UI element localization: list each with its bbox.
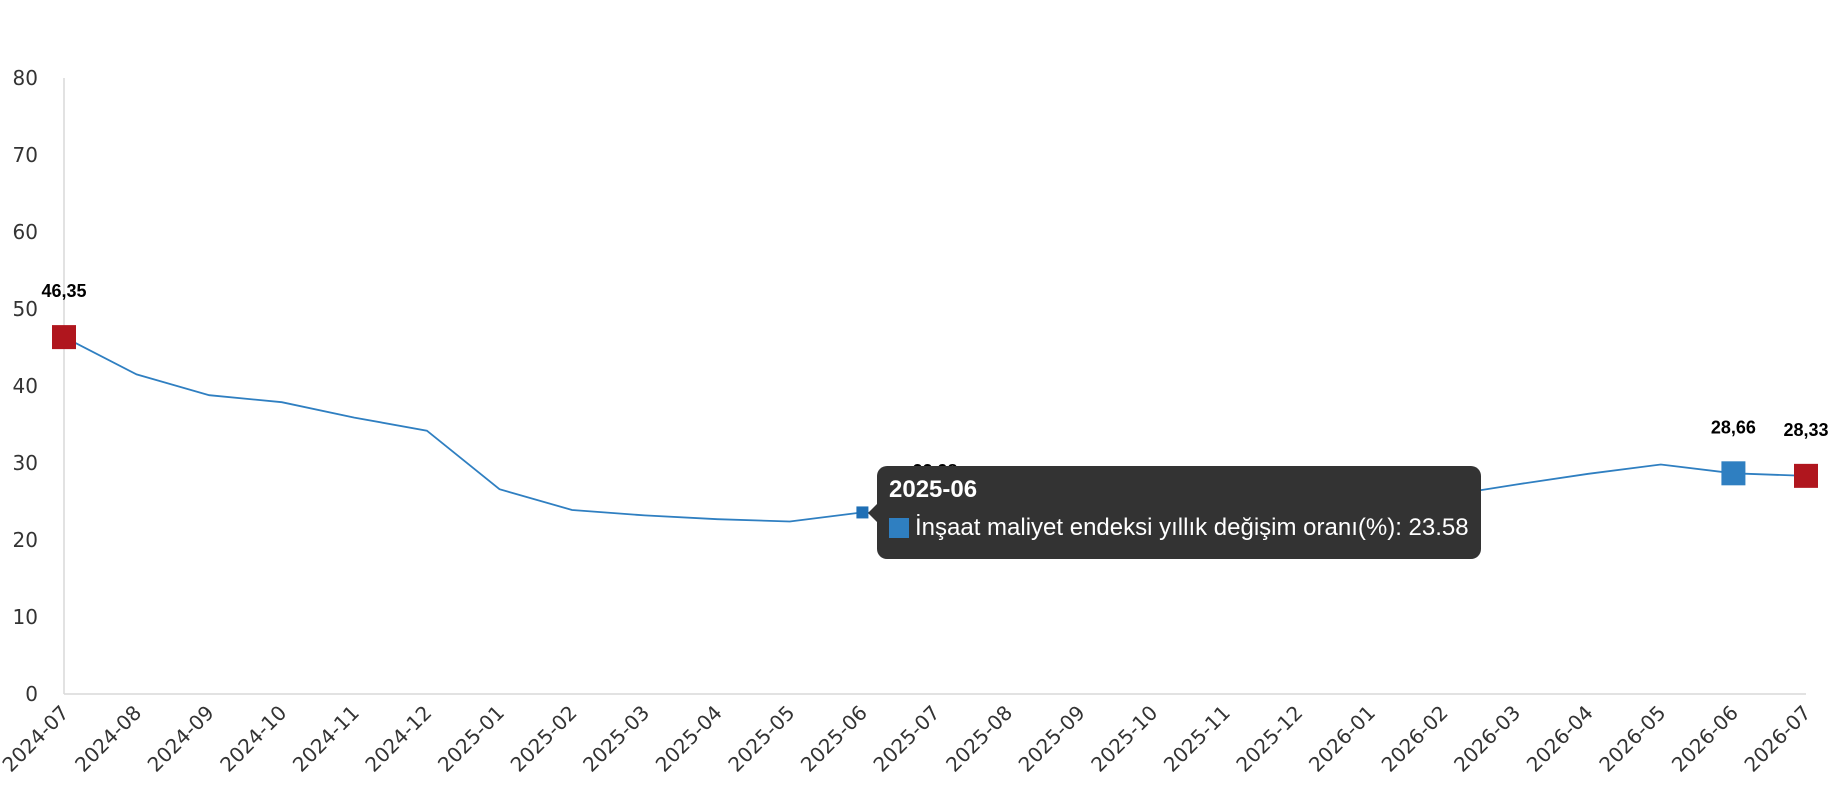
x-tick-label: 2024-07 <box>0 701 74 777</box>
x-tick-label: 2026-05 <box>1594 701 1670 777</box>
x-tick-label: 2025-07 <box>868 701 944 777</box>
x-tick-label: 2025-03 <box>578 701 654 777</box>
tooltip-row: İnşaat maliyet endeksi yıllık değişim or… <box>889 514 1469 542</box>
data-point-marker[interactable] <box>1794 463 1818 488</box>
y-tick-label: 0 <box>25 682 38 706</box>
x-tick-label: 2025-02 <box>506 701 582 777</box>
tooltip-text: İnşaat maliyet endeksi yıllık değişim or… <box>915 514 1469 541</box>
x-tick-label: 2025-06 <box>796 701 872 777</box>
x-tick-label: 2025-05 <box>723 701 799 777</box>
x-tick-label: 2025-11 <box>1159 701 1235 777</box>
data-point-label: 28,66 <box>1711 417 1756 437</box>
x-tick-label: 2025-10 <box>1086 701 1162 777</box>
x-tick-label: 2026-06 <box>1667 701 1743 777</box>
x-tick-label: 2026-03 <box>1449 701 1525 777</box>
data-point-marker[interactable] <box>1721 461 1746 486</box>
y-tick-label: 20 <box>13 528 38 552</box>
x-tick-label: 2024-11 <box>288 701 364 777</box>
y-tick-label: 70 <box>13 143 38 167</box>
data-markers[interactable] <box>52 325 1818 530</box>
x-tick-label: 2026-02 <box>1377 701 1453 777</box>
x-tick-label: 2024-09 <box>143 701 219 777</box>
x-tick-label: 2025-08 <box>941 701 1017 777</box>
data-point-label: 28,33 <box>1783 420 1828 440</box>
y-tick-label: 10 <box>13 605 38 629</box>
y-tick-label: 80 <box>13 66 38 90</box>
y-tick-label: 50 <box>13 297 38 321</box>
tooltip-series-swatch <box>889 518 909 538</box>
x-tick-label: 2025-09 <box>1014 701 1090 777</box>
data-point-label: 46,35 <box>41 281 86 301</box>
tooltip-arrow <box>868 504 877 522</box>
x-tick-label: 2024-08 <box>70 701 146 777</box>
y-axis-ticks: 0 10 20 30 40 50 60 70 80 <box>13 66 38 706</box>
chart-tooltip: 2025-06 İnşaat maliyet endeksi yıllık de… <box>868 466 1481 559</box>
y-tick-label: 60 <box>13 220 38 244</box>
x-tick-label: 2025-04 <box>651 701 727 777</box>
y-tick-label: 30 <box>13 451 38 475</box>
x-tick-label: 2024-12 <box>360 701 436 777</box>
data-point-marker[interactable] <box>856 506 869 519</box>
x-tick-label: 2024-10 <box>215 701 291 777</box>
x-axis-ticks: 2024-072024-082024-092024-102024-112024-… <box>0 701 1816 777</box>
y-tick-label: 40 <box>13 374 38 398</box>
x-tick-label: 2025-01 <box>433 701 509 777</box>
x-tick-label: 2026-04 <box>1522 701 1598 777</box>
tooltip-title: 2025-06 <box>889 476 978 503</box>
x-tick-label: 2026-07 <box>1739 701 1815 777</box>
x-tick-label: 2025-12 <box>1231 701 1307 777</box>
x-tick-label: 2026-01 <box>1304 701 1380 777</box>
data-point-marker[interactable] <box>52 325 76 350</box>
